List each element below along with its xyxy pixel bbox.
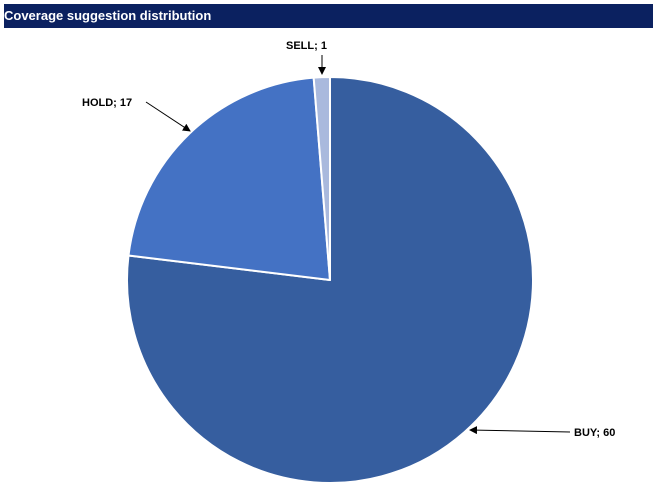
pie-slice-sell (312, 76, 331, 281)
leader-line-hold (145, 101, 191, 132)
pie-slice-hold (127, 76, 331, 281)
data-label-hold: HOLD; 17 (82, 97, 132, 109)
leader-line-buy (469, 426, 571, 435)
data-label-sell: SELL; 1 (286, 40, 327, 52)
chart-title: Coverage suggestion distribution (4, 8, 212, 23)
data-label-buy: BUY; 60 (574, 427, 615, 439)
title-bar (4, 4, 653, 28)
